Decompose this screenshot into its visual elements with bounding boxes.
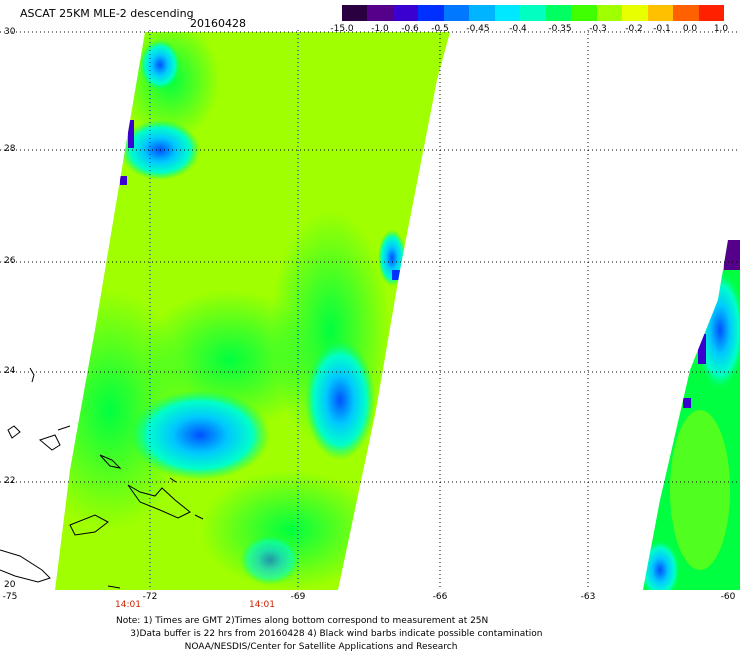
- lat-label: 24: [4, 366, 16, 376]
- footer-note-line: 3)Data buffer is 22 hrs from 20160428 4)…: [116, 629, 543, 639]
- colorbar-swatch: [392, 5, 419, 21]
- colorbar-label: 0.0: [682, 24, 698, 34]
- swath-right: [643, 240, 740, 590]
- colorbar-swatch: [698, 5, 725, 21]
- colorbar-labels: -15.0 -1.0 -0.6 -0.5 -0.45 -0.4 -0.35 -0…: [330, 24, 732, 36]
- lat-label: 26: [4, 256, 16, 266]
- colorbar-label: -15.0: [330, 24, 354, 34]
- colorbar-swatch: [673, 5, 699, 21]
- colorbar-swatch: [647, 5, 674, 21]
- colorbar-swatch: [596, 5, 623, 21]
- colorbar-strip: [342, 5, 725, 21]
- colorbar-swatch: [494, 5, 521, 21]
- colorbar-label: -0.45: [466, 24, 490, 34]
- colorbar-label: -0.1: [653, 24, 671, 34]
- colorbar-label: -0.4: [509, 24, 527, 34]
- lat-label: 30: [4, 27, 16, 37]
- colorbar-swatch: [571, 5, 597, 21]
- colorbar-label: -0.2: [625, 24, 643, 34]
- grid-lines: [0, 30, 740, 590]
- colorbar-swatch: [520, 5, 546, 21]
- product-date: 20160428: [190, 17, 246, 30]
- lon-label: -69: [290, 592, 306, 602]
- lon-label: -75: [2, 592, 18, 602]
- lat-label: 28: [4, 144, 16, 154]
- pass-time-label: 14:01: [115, 600, 141, 610]
- lon-label: -66: [432, 592, 448, 602]
- pass-time-label: 14:01: [249, 600, 275, 610]
- colorbar-swatch: [443, 5, 470, 21]
- colorbar-label: -1.0: [371, 24, 389, 34]
- lat-label: 20: [4, 580, 16, 590]
- colorbar-swatch: [545, 5, 572, 21]
- footer-note-line: Note: 1) Times are GMT 2)Times along bot…: [116, 616, 489, 626]
- footer-note: Note: 1) Times are GMT 2)Times along bot…: [116, 615, 543, 654]
- wind-map: [0, 30, 740, 590]
- colorbar: [342, 5, 725, 21]
- colorbar-swatch: [367, 5, 393, 21]
- colorbar-label: -0.6: [401, 24, 419, 34]
- colorbar-swatch: [622, 5, 648, 21]
- colorbar-label: 1.0: [713, 24, 729, 34]
- lon-label: -60: [720, 592, 736, 602]
- colorbar-label: -0.5: [431, 24, 449, 34]
- swath-left: [55, 32, 450, 590]
- lat-label: 22: [4, 476, 16, 486]
- colorbar-label: -0.35: [548, 24, 572, 34]
- colorbar-swatch: [418, 5, 444, 21]
- lon-label: -63: [580, 592, 596, 602]
- colorbar-swatch: [342, 5, 368, 21]
- product-title: ASCAT 25KM MLE-2 descending: [20, 7, 194, 20]
- colorbar-swatch: [469, 5, 495, 21]
- footer-credit: NOAA/NESDIS/Center for Satellite Applica…: [116, 642, 458, 652]
- lon-label: -72: [142, 592, 158, 602]
- colorbar-label: -0.3: [589, 24, 607, 34]
